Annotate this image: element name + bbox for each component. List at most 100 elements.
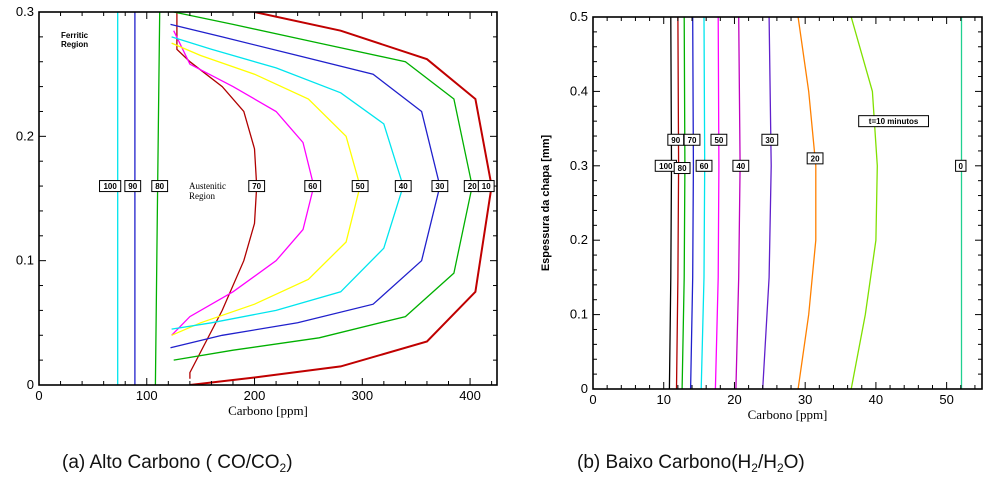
series-line-10 xyxy=(189,12,493,385)
series-line-80 xyxy=(154,12,161,385)
contour-label-text: 80 xyxy=(678,164,687,173)
contour-label-t-10-minutos: t=10 minutos xyxy=(858,115,929,128)
contour-label-text: 50 xyxy=(714,136,723,145)
caption-a: (a) Alto Carbono ( CO/CO2) xyxy=(62,452,293,475)
series-line-70 xyxy=(689,17,695,389)
contour-label-box xyxy=(431,180,449,193)
austenitic-region-label: Austenitic Region xyxy=(189,181,226,201)
y-axis-label: Espessura da chapa [mm] xyxy=(540,135,552,272)
contour-label-text: 90 xyxy=(671,136,680,145)
contour-label-text: 20 xyxy=(468,182,477,191)
contour-label-box xyxy=(477,180,495,193)
contour-label-90: 90 xyxy=(124,180,142,193)
x-tick-label: 300 xyxy=(351,388,373,403)
contour-label-70: 70 xyxy=(248,180,266,193)
contour-label-10: 10 xyxy=(477,180,495,193)
contour-label-box xyxy=(304,180,322,193)
contour-label-text: 100 xyxy=(103,182,117,191)
contour-label-text: 60 xyxy=(700,162,709,171)
plot-frame xyxy=(38,11,498,386)
contour-label-box xyxy=(673,162,691,175)
caption-b: (b) Baixo Carbono(H2/H2O) xyxy=(577,452,805,475)
series-lines xyxy=(668,17,963,389)
contour-label-text: 20 xyxy=(811,154,820,163)
contour-label-text: 60 xyxy=(308,182,317,191)
y-tick-label: 0.2 xyxy=(16,128,34,143)
contour-label-box xyxy=(99,180,122,193)
contour-label-text: 80 xyxy=(155,182,164,191)
y-tick-label: 0.5 xyxy=(570,9,588,24)
contour-label-40: 40 xyxy=(732,159,750,172)
contour-label-30: 30 xyxy=(431,180,449,193)
contour-label-60: 60 xyxy=(304,180,322,193)
chart-panel-a: 0 100 200 300 400 0 0.1 0.2 0.3 Carbono [ppm] 100 9… xyxy=(16,4,498,418)
contour-label-text: t=10 minutos xyxy=(869,117,919,126)
contour-label-text: 70 xyxy=(688,136,697,145)
series-line-60 xyxy=(700,17,706,389)
contour-label-box xyxy=(124,180,142,193)
series-line-30 xyxy=(762,17,772,389)
series-lines xyxy=(117,12,493,385)
contour-label-70: 70 xyxy=(683,133,701,146)
series-line-80 xyxy=(681,17,686,389)
contour-label-text: 50 xyxy=(356,182,365,191)
contour-label-40: 40 xyxy=(394,180,412,193)
x-tick-label: 400 xyxy=(459,388,481,403)
series-line-20 xyxy=(797,17,817,389)
y-tick-label: 0 xyxy=(27,377,34,392)
y-tick-label: 0.1 xyxy=(570,307,588,322)
contour-label-box xyxy=(683,133,701,146)
contour-label-text: 30 xyxy=(435,182,444,191)
contour-label-text: 10 xyxy=(482,182,491,191)
y-tick-label: 0.2 xyxy=(570,232,588,247)
contour-label-100: 100 xyxy=(99,180,122,193)
x-tick-label: 20 xyxy=(727,392,741,407)
x-tick-label: 50 xyxy=(939,392,953,407)
y-tick-label: 0.4 xyxy=(570,83,588,98)
contour-label-box xyxy=(695,159,713,172)
contour-label-80: 80 xyxy=(673,162,691,175)
contour-label-90: 90 xyxy=(667,133,685,146)
contour-label-50: 50 xyxy=(710,133,728,146)
x-axis-label: Carbono [ppm] xyxy=(748,407,828,422)
contour-label-box xyxy=(955,159,967,172)
contour-label-20: 20 xyxy=(463,180,481,193)
contour-label-text: 0 xyxy=(959,162,964,171)
x-tick-label: 200 xyxy=(244,388,266,403)
contour-label-box xyxy=(710,133,728,146)
contour-label-box xyxy=(394,180,412,193)
x-tick-label: 100 xyxy=(136,388,158,403)
series-line-t-10-minutos xyxy=(850,17,878,389)
contour-label-30: 30 xyxy=(761,133,779,146)
contour-label-80: 80 xyxy=(151,180,169,193)
contour-label-box xyxy=(248,180,266,193)
chart-panel-b: 0 10 20 30 40 50 0 0.1 0.2 0.3 0.4 0.5 Carbono [ppm]… xyxy=(540,9,983,422)
contour-label-text: 40 xyxy=(399,182,408,191)
contour-label-20: 20 xyxy=(806,152,824,165)
contour-label-text: 30 xyxy=(765,136,774,145)
contour-label-50: 50 xyxy=(351,180,369,193)
y-tick-label: 0 xyxy=(581,381,588,396)
contour-label-100: 100 xyxy=(654,159,677,172)
contour-label-box xyxy=(806,152,824,165)
contour-label-box xyxy=(351,180,369,193)
y-tick-label: 0.3 xyxy=(570,158,588,173)
x-axis-label: Carbono [ppm] xyxy=(228,403,308,418)
contour-label-text: 100 xyxy=(659,162,673,171)
contour-label-box xyxy=(732,159,750,172)
series-line-100 xyxy=(668,17,673,389)
contour-label-box xyxy=(151,180,169,193)
ferritic-region-label: Ferritic Region xyxy=(61,31,89,49)
x-tick-label: 30 xyxy=(798,392,812,407)
contour-label-box xyxy=(761,133,779,146)
x-tick-label: 0 xyxy=(35,388,42,403)
contour-label-text: 90 xyxy=(128,182,137,191)
series-line-50 xyxy=(714,17,720,389)
contour-label-box xyxy=(858,115,929,128)
x-tick-label: 0 xyxy=(589,392,596,407)
contour-label-text: 70 xyxy=(252,182,261,191)
contour-label-text: 40 xyxy=(736,162,745,171)
contour-label-60: 60 xyxy=(695,159,713,172)
plot-frame xyxy=(592,16,983,390)
